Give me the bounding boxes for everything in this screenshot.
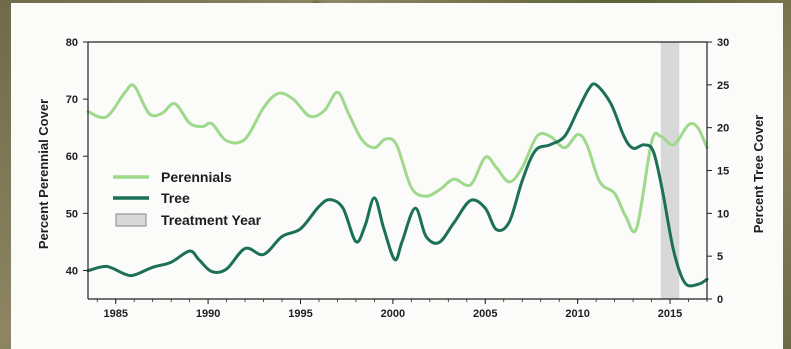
left-y-tick-label: 40 xyxy=(66,265,78,277)
x-tick-label: 1990 xyxy=(196,308,220,320)
right-y-tick-label: 0 xyxy=(717,294,723,306)
series-line-tree xyxy=(86,82,709,288)
x-tick-label: 2010 xyxy=(565,308,589,320)
x-tick-label: 2000 xyxy=(381,308,405,320)
x-tick-label: 1995 xyxy=(288,308,312,320)
line-chart: 1985 1990 1995 2000 2005 2010 2015405060708005… xyxy=(36,37,766,320)
ticks-layer: 1985 1990 1995 2000 2005 2010 2015405060708005… xyxy=(66,37,730,320)
treatment-year-band xyxy=(660,42,680,299)
chart-panel: 1985 1990 1995 2000 2005 2010 2015 40 50 60 70 80 0 5… xyxy=(11,3,783,349)
legend-label-treatment-year: Treatment Year xyxy=(161,212,262,228)
x-tick-label: 1985 xyxy=(103,308,127,320)
left-axis-title: Percent Perennial Cover xyxy=(36,99,51,249)
right-y-tick-label: 5 xyxy=(717,251,723,263)
legend-swatch-treatment-year xyxy=(115,213,147,227)
left-y-tick-label: 70 xyxy=(66,94,78,106)
left-y-tick-label: 80 xyxy=(66,37,78,49)
right-y-tick-label: 25 xyxy=(717,80,729,92)
legend-label-perennials: Perennials xyxy=(161,169,232,185)
series-layer xyxy=(86,82,709,288)
left-y-tick-label: 50 xyxy=(66,208,78,220)
series-line-perennials xyxy=(86,83,709,234)
legend: Perennials Tree Treatment Year xyxy=(113,169,262,228)
right-y-tick-label: 10 xyxy=(717,208,729,220)
x-tick-label: 2005 xyxy=(473,308,497,320)
right-y-tick-label: 20 xyxy=(717,123,729,135)
right-y-tick-label: 30 xyxy=(717,37,729,49)
right-axis-title: Percent Tree Cover xyxy=(751,115,766,234)
right-y-tick-label: 15 xyxy=(717,166,729,178)
legend-label-tree: Tree xyxy=(161,190,190,206)
plot-area xyxy=(86,41,709,300)
x-tick-label: 2015 xyxy=(658,308,682,320)
left-y-tick-label: 60 xyxy=(66,151,78,163)
